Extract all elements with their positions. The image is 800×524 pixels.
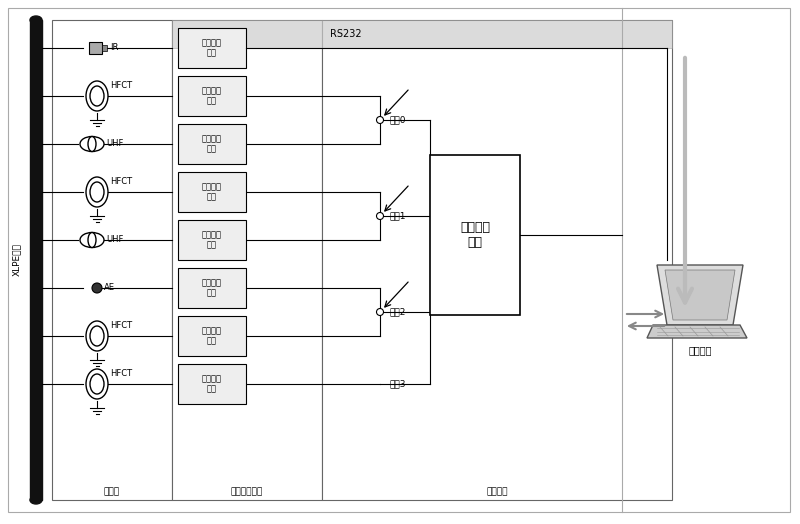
Text: 放大滤波
单元: 放大滤波 单元	[202, 182, 222, 202]
Text: 放大滤波
单元: 放大滤波 单元	[202, 231, 222, 250]
Ellipse shape	[377, 116, 383, 124]
Bar	[178, 28, 246, 68]
Ellipse shape	[88, 136, 96, 151]
Ellipse shape	[92, 283, 102, 293]
Bar	[178, 124, 246, 164]
Text: 放大滤波
单元: 放大滤波 单元	[202, 134, 222, 154]
Text: UHF: UHF	[106, 235, 123, 245]
Text: HFCT: HFCT	[110, 178, 132, 187]
Ellipse shape	[90, 182, 104, 202]
Bar	[178, 76, 246, 116]
Text: 通道0: 通道0	[390, 115, 406, 125]
Bar	[30, 20, 42, 500]
Polygon shape	[665, 270, 735, 320]
Ellipse shape	[377, 213, 383, 220]
Text: 数据采集
单元: 数据采集 单元	[460, 221, 490, 249]
Ellipse shape	[30, 16, 42, 24]
Polygon shape	[657, 265, 743, 325]
Text: 传感器: 传感器	[104, 487, 120, 497]
Ellipse shape	[86, 177, 108, 207]
Text: 通道2: 通道2	[390, 308, 406, 316]
Bar	[178, 268, 246, 308]
Text: HFCT: HFCT	[110, 322, 132, 331]
Ellipse shape	[30, 496, 42, 504]
Ellipse shape	[377, 309, 383, 315]
Text: 放大滤波
单元: 放大滤波 单元	[202, 278, 222, 298]
Text: 放大滤波
单元: 放大滤波 单元	[202, 374, 222, 394]
Ellipse shape	[80, 233, 104, 247]
Text: HFCT: HFCT	[110, 82, 132, 91]
Bar	[322, 20, 672, 500]
Bar	[172, 20, 322, 500]
Text: 通道3: 通道3	[390, 379, 406, 388]
Bar	[178, 316, 246, 356]
Ellipse shape	[86, 369, 108, 399]
Text: 控制模块: 控制模块	[688, 345, 712, 355]
Text: XLPE电缆: XLPE电缆	[13, 244, 22, 277]
Ellipse shape	[90, 326, 104, 346]
Ellipse shape	[90, 86, 104, 106]
Bar	[178, 172, 246, 212]
Ellipse shape	[80, 136, 104, 151]
Text: 放大滤波
单元: 放大滤波 单元	[202, 86, 222, 106]
Text: 通道1: 通道1	[390, 212, 406, 221]
Bar	[102, 45, 107, 51]
Text: 信号调理单元: 信号调理单元	[231, 487, 263, 497]
Ellipse shape	[86, 321, 108, 351]
Bar	[52, 20, 172, 500]
Text: IR: IR	[110, 43, 118, 52]
Bar	[172, 20, 672, 48]
Text: UHF: UHF	[106, 139, 123, 148]
Bar	[178, 364, 246, 404]
Bar	[178, 220, 246, 260]
Text: RS232: RS232	[330, 29, 362, 39]
Ellipse shape	[90, 374, 104, 394]
Text: 检测终端: 检测终端	[486, 487, 508, 497]
Bar	[89, 42, 102, 54]
Text: 放大滤波
单元: 放大滤波 单元	[202, 326, 222, 346]
Text: AE: AE	[104, 283, 115, 292]
Ellipse shape	[88, 233, 96, 247]
Text: 信号转换
单元: 信号转换 单元	[202, 38, 222, 58]
Text: HFCT: HFCT	[110, 369, 132, 378]
Ellipse shape	[86, 81, 108, 111]
Bar	[430, 155, 520, 315]
Polygon shape	[647, 325, 747, 338]
